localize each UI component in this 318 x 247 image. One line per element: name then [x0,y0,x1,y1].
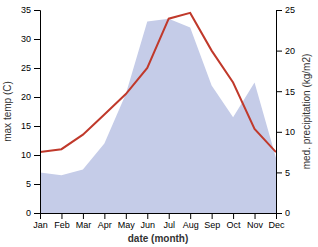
tick: May [118,213,136,230]
tick-mark [190,213,191,219]
tick-label: 5 [285,168,290,178]
tick: 20 [276,46,295,56]
tick: 35 [21,5,40,15]
tick-label: 15 [285,87,295,97]
tick-mark [276,213,277,219]
tick: Dec [268,213,285,230]
tick-mark [276,91,282,92]
tick: 10 [276,127,295,137]
tick-mark [34,213,40,214]
tick: Apr [98,213,112,230]
y-axis: 0 5 10 15 20 25 30 35 [21,5,41,218]
tick-label: 20 [21,92,31,102]
area [40,19,276,213]
tick: 5 [26,179,40,189]
tick-label: 10 [21,150,31,160]
chart: 051015202530350510152025JanFebMarAprMayJ… [0,0,318,247]
y-axis-title: max temp (C) [2,81,13,142]
tick-label: 0 [26,208,31,218]
tick: 30 [21,34,40,44]
tick-label: Jun [141,220,156,230]
tick-mark [34,155,40,156]
tick-mark [255,213,256,219]
tick-label: 35 [21,5,31,15]
tick-label: 30 [21,34,31,44]
tick-label: 25 [285,5,295,15]
tick: 25 [276,5,295,15]
tick: Jan [33,213,48,230]
tick-mark [276,172,282,173]
tick: Feb [54,213,70,230]
tick: Nov [247,213,264,230]
tick-mark [126,213,127,219]
y2-axis: 0 5 10 15 20 25 [276,5,295,218]
tick-label: Oct [227,220,242,230]
tick-mark [40,213,41,219]
tick: Sep [204,213,220,230]
tick: 15 [276,87,295,97]
tick-label: 0 [285,208,290,218]
plot-area [40,13,276,213]
tick: 25 [21,63,40,73]
tick-mark [147,213,148,219]
tick-mark [61,213,62,219]
tick-mark [83,213,84,219]
tick-label: 15 [21,121,31,131]
tick: 20 [21,92,40,102]
tick: 10 [21,150,40,160]
axis-line [41,214,277,220]
tick: Mar [76,213,92,230]
tick-label: Aug [183,220,199,230]
tick: Oct [227,213,242,230]
tick: Aug [183,213,199,230]
tick: Jun [141,213,156,230]
tick-label: Feb [54,220,70,230]
tick-label: Jan [33,220,48,230]
chart-container: 051015202530350510152025JanFebMarAprMayJ… [0,0,318,247]
tick-label: Dec [268,220,285,230]
tick-mark [276,132,282,133]
tick-mark [34,39,40,40]
tick-label: May [118,220,136,230]
tick-label: Jul [163,220,175,230]
axis-line [277,11,283,214]
tick: 5 [276,168,290,178]
line [40,13,276,152]
tick-mark [34,97,40,98]
tick: 0 [276,208,290,218]
x-axis: Jan Feb Mar Apr May Jun Jul Aug Sep Oct Nov Dec [33,213,285,230]
tick-label: Apr [98,220,112,230]
tick-label: 10 [285,127,295,137]
tick-mark [276,10,282,11]
tick-mark [169,213,170,219]
x-axis-title: date (month) [128,233,189,244]
tick-label: 25 [21,63,31,73]
tick: Jul [163,213,175,230]
tick-mark [34,68,40,69]
tick-mark [233,213,234,219]
tick-mark [34,184,40,185]
tick-mark [276,51,282,52]
tick-mark [104,213,105,219]
tick-label: 5 [26,179,31,189]
tick-label: Sep [204,220,220,230]
tick-label: 20 [285,46,295,56]
tick-label: Nov [247,220,264,230]
tick-mark [34,10,40,11]
tick: 15 [21,121,40,131]
tick-label: Mar [76,220,92,230]
tick: 0 [26,208,40,218]
tick-mark [212,213,213,219]
tick-mark [34,126,40,127]
y2-axis-title: med. precipitation (kg/m2) [301,54,312,170]
axis-line [34,11,41,214]
